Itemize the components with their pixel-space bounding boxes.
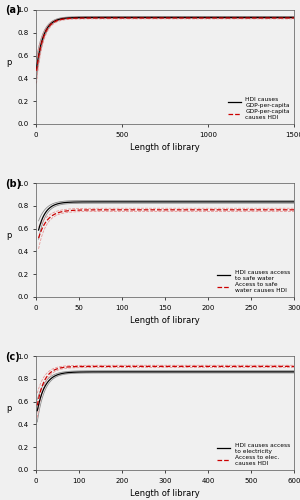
Access to safe
water causes HDI: [41, 225, 44, 231]
Access to elec.
causes HDI: [62, 364, 66, 370]
HDI causes access
to safe water: [287, 199, 291, 205]
Access to elec.
causes HDI: [292, 364, 296, 370]
X-axis label: Length of library: Length of library: [130, 316, 200, 325]
Access to elec.
causes HDI: [215, 364, 218, 370]
HDI causes
GDP-per-capita: [214, 14, 217, 20]
HDI causes access
to safe water: [37, 227, 40, 233]
GDP-per-capita
causes HDI: [214, 15, 217, 21]
Access to elec.
causes HDI: [288, 364, 292, 370]
Y-axis label: p: p: [6, 231, 11, 240]
HDI causes access
to safe water: [183, 199, 187, 205]
GDP-per-capita
causes HDI: [92, 15, 96, 21]
HDI causes
GDP-per-capita: [131, 14, 134, 20]
HDI causes access
to safe water: [100, 199, 104, 205]
Access to elec.
causes HDI: [180, 364, 184, 370]
Access to elec.
causes HDI: [133, 364, 137, 370]
Access to safe
water causes HDI: [217, 207, 220, 213]
HDI causes access
to electricity: [62, 370, 66, 376]
Legend: HDI causes
GDP-per-capita, GDP-per-capita
causes HDI: HDI causes GDP-per-capita, GDP-per-capit…: [227, 96, 291, 121]
Y-axis label: p: p: [6, 58, 11, 67]
HDI causes
GDP-per-capita: [58, 16, 62, 22]
Access to safe
water causes HDI: [100, 207, 104, 213]
HDI causes access
to safe water: [292, 199, 296, 205]
Access to safe
water causes HDI: [183, 207, 187, 213]
HDI causes access
to safe water: [41, 215, 44, 221]
Y-axis label: p: p: [6, 404, 11, 413]
Access to elec.
causes HDI: [35, 402, 39, 408]
Legend: HDI causes access
to safe water, Access to safe
water causes HDI: HDI causes access to safe water, Access …: [216, 268, 291, 294]
HDI causes
GDP-per-capita: [35, 66, 38, 71]
GDP-per-capita
causes HDI: [292, 15, 296, 21]
HDI causes access
to electricity: [133, 369, 137, 375]
Access to safe
water causes HDI: [292, 207, 296, 213]
Line: HDI causes
GDP-per-capita: HDI causes GDP-per-capita: [37, 18, 294, 68]
Access to elec.
causes HDI: [38, 393, 41, 399]
Line: HDI causes access
to safe water: HDI causes access to safe water: [39, 202, 294, 230]
HDI causes access
to electricity: [95, 369, 99, 375]
HDI causes access
to electricity: [215, 369, 218, 375]
HDI causes
GDP-per-capita: [287, 14, 291, 20]
HDI causes access
to electricity: [35, 408, 39, 414]
GDP-per-capita
causes HDI: [35, 62, 39, 68]
HDI causes access
to safe water: [217, 199, 220, 205]
HDI causes access
to safe water: [137, 199, 141, 205]
HDI causes access
to electricity: [292, 369, 296, 375]
X-axis label: Length of library: Length of library: [130, 489, 200, 498]
Line: Access to elec.
causes HDI: Access to elec. causes HDI: [37, 366, 294, 406]
Line: GDP-per-capita
causes HDI: GDP-per-capita causes HDI: [37, 18, 294, 71]
HDI causes
GDP-per-capita: [178, 14, 182, 20]
GDP-per-capita
causes HDI: [178, 15, 182, 21]
Text: (a): (a): [5, 6, 20, 16]
Legend: HDI causes access
to electricity, Access to elec.
causes HDI: HDI causes access to electricity, Access…: [216, 442, 291, 467]
Access to safe
water causes HDI: [137, 207, 141, 213]
HDI causes
GDP-per-capita: [92, 14, 96, 20]
HDI causes access
to electricity: [180, 369, 184, 375]
Text: (b): (b): [5, 178, 21, 188]
GDP-per-capita
causes HDI: [287, 15, 291, 21]
Access to safe
water causes HDI: [37, 235, 40, 241]
HDI causes
GDP-per-capita: [292, 14, 296, 20]
Access to elec.
causes HDI: [95, 364, 99, 370]
HDI causes access
to electricity: [38, 399, 41, 405]
GDP-per-capita
causes HDI: [58, 16, 62, 22]
Access to safe
water causes HDI: [68, 208, 72, 214]
Text: (c): (c): [5, 352, 20, 362]
X-axis label: Length of library: Length of library: [130, 143, 200, 152]
HDI causes access
to safe water: [68, 199, 72, 205]
Line: Access to safe
water causes HDI: Access to safe water causes HDI: [39, 210, 294, 238]
GDP-per-capita
causes HDI: [131, 15, 134, 21]
HDI causes
GDP-per-capita: [35, 60, 39, 66]
GDP-per-capita
causes HDI: [35, 68, 38, 74]
Line: HDI causes access
to electricity: HDI causes access to electricity: [37, 372, 294, 410]
